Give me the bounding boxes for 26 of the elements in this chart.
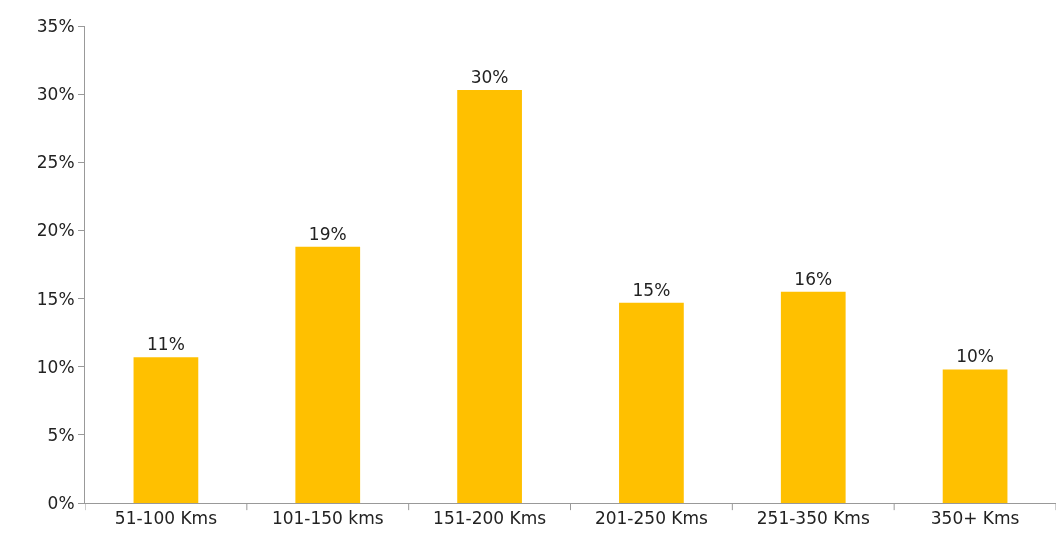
- y-tick-label: 10%: [36, 356, 75, 377]
- y-tick-label: 25%: [36, 152, 75, 173]
- x-tick-label: 201-250 Kms: [594, 508, 709, 529]
- y-tick-label: 5%: [47, 424, 75, 445]
- bar: [942, 369, 1008, 503]
- x-tick-label: 51-100 Kms: [114, 508, 218, 529]
- data-label: 11%: [147, 334, 185, 355]
- y-tick-label: 20%: [36, 220, 75, 241]
- bar: [295, 246, 361, 503]
- x-tick-label: 350+ Kms: [930, 508, 1020, 529]
- data-label: 30%: [470, 67, 509, 88]
- y-tick-label: 30%: [36, 84, 75, 105]
- data-label: 15%: [632, 279, 671, 300]
- bar: [133, 357, 199, 503]
- y-tick-label: 15%: [36, 288, 75, 309]
- x-tick-label: 151-200 Kms: [433, 508, 547, 529]
- data-label: 10%: [956, 346, 994, 367]
- data-label: 16%: [794, 268, 833, 289]
- y-tick-label: 35%: [36, 15, 75, 36]
- bar: [780, 291, 846, 503]
- bar: [619, 302, 684, 503]
- y-tick-label: 0%: [47, 492, 75, 513]
- bar: [457, 90, 522, 503]
- x-tick-label: 251-350 Kms: [756, 508, 870, 529]
- data-label: 19%: [308, 223, 347, 244]
- x-tick-label: 101-150 kms: [271, 508, 384, 529]
